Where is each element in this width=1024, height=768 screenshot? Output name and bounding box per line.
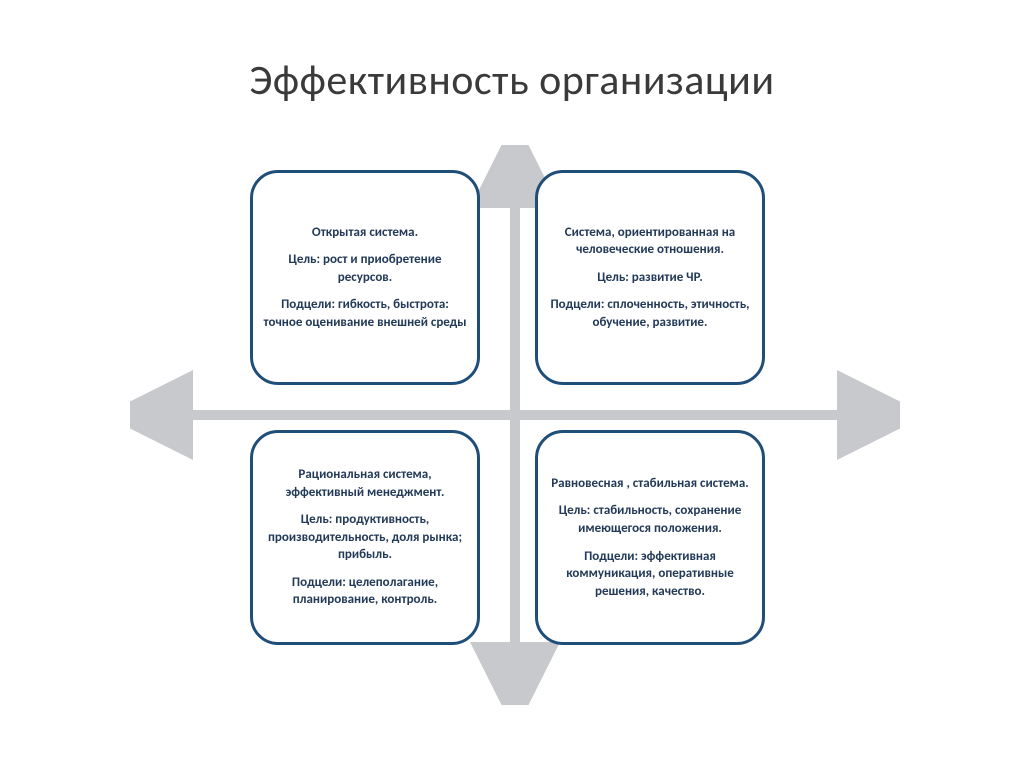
- quadrant-text: Подцели: сплоченность, этичность, обучен…: [548, 296, 752, 331]
- quadrant-text: Подцели: эффективная коммуникация, опера…: [548, 548, 752, 601]
- quadrant-text: Рациональная система, эффективный менедж…: [263, 466, 467, 501]
- quadrant-bottom-right: Равновесная , стабильная система. Цель: …: [535, 430, 765, 645]
- quadrant-text: Система, ориентированная на человеческие…: [548, 224, 752, 259]
- quadrant-text: Открытая система.: [312, 224, 418, 242]
- slide-title: Эффективность организации: [0, 55, 1024, 106]
- quadrant-text: Цель: продуктивность, производительность…: [263, 511, 467, 564]
- quadrant-text: Цель: стабильность, сохранение имеющегос…: [548, 502, 752, 537]
- quadrant-text: Цель: развитие ЧР.: [597, 269, 703, 287]
- quadrant-text: Равновесная , стабильная система.: [551, 475, 748, 493]
- quadrant-text: Подцели: целеполагание, планирование, ко…: [263, 574, 467, 609]
- quadrant-text: Подцели: гибкость, быстрота: точное оцен…: [263, 296, 467, 331]
- axes-arrows: [130, 145, 900, 705]
- slide: Эффективность организации Открытая систе…: [0, 0, 1024, 768]
- quadrant-text: Цель: рост и приобретение ресурсов.: [263, 251, 467, 286]
- quadrant-bottom-left: Рациональная система, эффективный менедж…: [250, 430, 480, 645]
- quadrant-top-right: Система, ориентированная на человеческие…: [535, 170, 765, 385]
- quadrant-top-left: Открытая система. Цель: рост и приобрете…: [250, 170, 480, 385]
